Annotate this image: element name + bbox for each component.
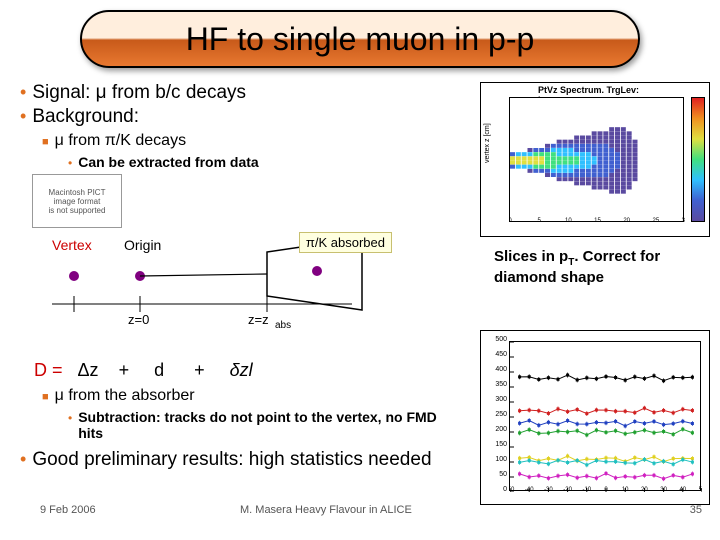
svg-text:50: 50 — [699, 487, 702, 492]
bullet-text: Good preliminary results: high statistic… — [32, 449, 431, 471]
pict-placeholder: Macintosh PICT image format is not suppo… — [32, 174, 122, 228]
svg-text:300: 300 — [495, 396, 507, 403]
bullet-dot-icon: • — [68, 156, 72, 170]
svg-text:10: 10 — [622, 487, 629, 492]
formula-plus: + — [119, 360, 130, 380]
svg-text:400: 400 — [495, 366, 507, 373]
bullet-dot-icon: • — [20, 82, 26, 103]
svg-text:0: 0 — [510, 218, 512, 223]
bullet-text: Can be extracted from data — [78, 154, 259, 170]
svg-text:40: 40 — [679, 487, 686, 492]
svg-text:-40: -40 — [525, 487, 534, 492]
svg-text:30: 30 — [660, 487, 667, 492]
pik-absorbed-label: π/K absorbed — [299, 232, 392, 253]
bullet-subtraction: • Subtraction: tracks do not point to th… — [68, 409, 448, 441]
svg-text:15: 15 — [594, 218, 601, 223]
formula-D: D = — [34, 360, 63, 380]
svg-text:350: 350 — [495, 381, 507, 388]
origin-label: Origin — [124, 237, 161, 253]
svg-text:30: 30 — [682, 218, 685, 223]
bullet-square-icon: ■ — [42, 136, 49, 148]
bullet-dot-icon: • — [20, 449, 26, 470]
linechart-plot-area: -50 -40 -30 -20 -10 0 10 20 30 40 50 — [509, 341, 701, 491]
title-banner: HF to single muon in p-p — [80, 10, 640, 68]
svg-text:200: 200 — [495, 426, 507, 433]
absorber-dot-icon — [312, 266, 322, 276]
formula: D = Δz + d + δzl — [34, 360, 460, 381]
footer-date: 9 Feb 2006 — [40, 504, 96, 516]
bullet-signal: • Signal: μ from b/c decays — [20, 82, 460, 104]
placeholder-line: image format — [54, 197, 101, 206]
bullet-text: μ from π/K decays — [55, 132, 186, 150]
svg-text:25: 25 — [652, 218, 659, 223]
bullet-text: μ from the absorber — [55, 387, 195, 405]
svg-text:10: 10 — [565, 218, 572, 223]
footer-author: M. Masera Heavy Flavour in ALICE — [240, 504, 412, 516]
zabs-sub: abs — [275, 320, 291, 331]
linechart-yaxis: 0 50 100 150 200 250 300 350 400 450 500 — [481, 331, 509, 506]
track-line — [140, 274, 267, 276]
svg-text:500: 500 — [495, 336, 507, 343]
heatmap-yaxis: vertex z [cm] — [481, 83, 509, 238]
placeholder-line: Macintosh PICT — [49, 188, 106, 197]
formula-plus2: + — [194, 360, 205, 380]
svg-text:450: 450 — [495, 351, 507, 358]
svg-text:-30: -30 — [544, 487, 553, 492]
formula-dzl: δzl — [230, 360, 253, 380]
svg-text:50: 50 — [499, 471, 507, 478]
ylabel: vertex z [cm] — [484, 123, 491, 163]
heatmap-svg: 0 5 10 15 20 25 30 — [510, 98, 685, 223]
svg-text:100: 100 — [495, 456, 507, 463]
content-area: • Signal: μ from b/c decays • Background… — [20, 80, 460, 473]
svg-text:5: 5 — [537, 218, 541, 223]
formula-d: d — [154, 360, 164, 380]
svg-text:20: 20 — [623, 218, 630, 223]
slices-caption: Slices in pT. Correct for diamond shape — [494, 248, 704, 287]
z0-label: z=0 — [128, 312, 149, 327]
bullet-dot-icon: • — [20, 106, 26, 127]
bullet-square-icon: ■ — [42, 391, 49, 403]
heatmap-plot-area: 0 5 10 15 20 25 30 — [509, 97, 684, 222]
svg-text:0: 0 — [503, 486, 507, 493]
placeholder-line: is not supported — [49, 206, 106, 215]
svg-text:0: 0 — [604, 487, 608, 492]
vertex-label: Vertex — [52, 237, 92, 253]
bullet-background: • Background: — [20, 106, 460, 128]
bullet-absorber: ■ μ from the absorber — [42, 387, 460, 405]
bullet-text: Subtraction: tracks do not point to the … — [78, 409, 448, 441]
formula-dz: Δz — [78, 360, 99, 380]
linechart-svg: -50 -40 -30 -20 -10 0 10 20 30 40 50 — [510, 342, 702, 492]
page-number: 35 — [690, 504, 702, 516]
bullet-dot-icon: • — [68, 411, 72, 425]
heatmap-colorbar — [691, 97, 705, 222]
geometry-diagram: π/K absorbed Vertex Origin z=0 z=z abs — [32, 234, 452, 354]
zabs-label: z=z — [248, 312, 269, 327]
bullet-pik-decays: ■ μ from π/K decays — [42, 132, 460, 150]
bullet-extracted: • Can be extracted from data — [68, 154, 460, 170]
svg-text:-10: -10 — [582, 487, 591, 492]
svg-text:250: 250 — [495, 411, 507, 418]
bullet-results: • Good preliminary results: high statist… — [20, 449, 460, 471]
svg-text:-50: -50 — [510, 487, 515, 492]
page-title: HF to single muon in p-p — [186, 21, 535, 58]
bullet-text: Background: — [32, 106, 139, 128]
svg-text:-20: -20 — [563, 487, 572, 492]
bullet-text: Signal: μ from b/c decays — [32, 82, 246, 104]
line-chart: -50 -40 -30 -20 -10 0 10 20 30 40 50 0 50 100 150 200 2… — [480, 330, 710, 505]
vertex-dot-icon — [69, 271, 79, 281]
svg-text:20: 20 — [641, 487, 648, 492]
heatmap-chart: PtVz Spectrum. TrgLev: Low 051015202530 … — [480, 82, 710, 237]
svg-text:150: 150 — [495, 441, 507, 448]
